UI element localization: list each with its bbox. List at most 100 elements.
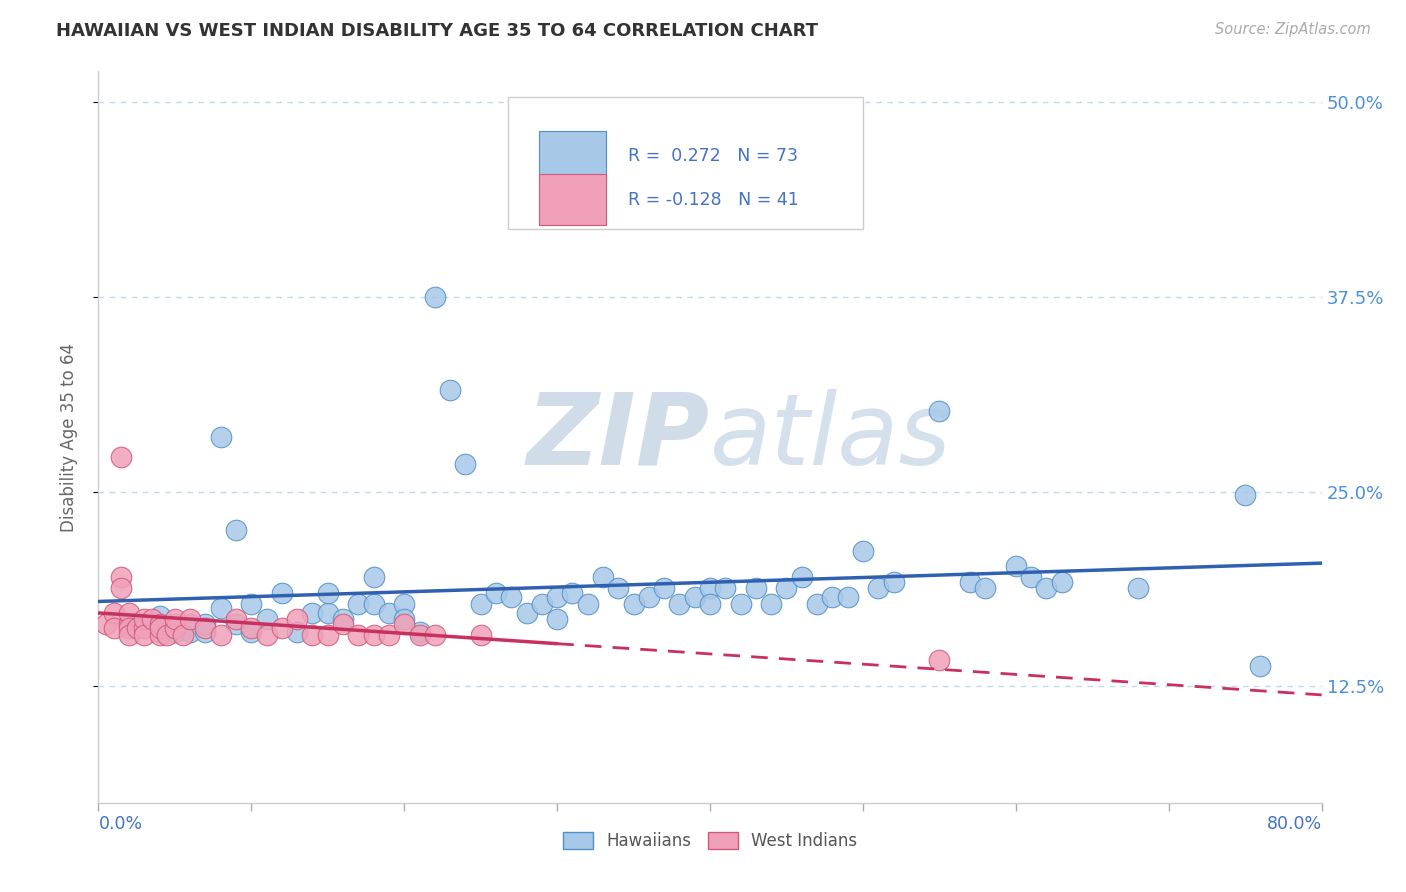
Point bbox=[118, 628, 141, 642]
Point bbox=[163, 612, 186, 626]
Point bbox=[730, 597, 752, 611]
Y-axis label: Disability Age 35 to 64: Disability Age 35 to 64 bbox=[59, 343, 77, 532]
Point bbox=[852, 543, 875, 558]
Point bbox=[1249, 658, 1271, 673]
Point bbox=[134, 612, 156, 626]
Point bbox=[225, 524, 247, 538]
Point bbox=[501, 591, 523, 605]
Point bbox=[194, 624, 217, 639]
Point bbox=[240, 624, 263, 639]
Point bbox=[172, 628, 194, 642]
Point bbox=[470, 597, 492, 611]
Point bbox=[149, 616, 172, 631]
Point bbox=[928, 403, 950, 417]
Point bbox=[103, 622, 125, 636]
Point bbox=[240, 597, 263, 611]
Point bbox=[408, 624, 430, 639]
Point bbox=[94, 616, 117, 631]
Point bbox=[156, 628, 179, 642]
Point bbox=[699, 581, 721, 595]
Point bbox=[423, 290, 446, 304]
FancyBboxPatch shape bbox=[538, 130, 606, 182]
Point bbox=[149, 624, 172, 639]
Point bbox=[285, 624, 308, 639]
Point bbox=[209, 430, 232, 444]
Point bbox=[316, 606, 339, 620]
Point bbox=[118, 622, 141, 636]
Point bbox=[125, 622, 148, 636]
Legend: Hawaiians, West Indians: Hawaiians, West Indians bbox=[557, 825, 863, 856]
Point bbox=[110, 581, 132, 595]
Point bbox=[149, 622, 172, 636]
Point bbox=[759, 597, 782, 611]
Point bbox=[240, 622, 263, 636]
Point bbox=[163, 622, 186, 636]
Point bbox=[699, 597, 721, 611]
Point bbox=[179, 616, 201, 631]
Point bbox=[868, 581, 890, 595]
Point bbox=[225, 616, 247, 631]
Text: R = -0.128   N = 41: R = -0.128 N = 41 bbox=[628, 191, 799, 209]
Text: Source: ZipAtlas.com: Source: ZipAtlas.com bbox=[1215, 22, 1371, 37]
Point bbox=[225, 612, 247, 626]
Point bbox=[652, 581, 675, 595]
Point bbox=[363, 570, 385, 584]
Point bbox=[134, 628, 156, 642]
Point bbox=[118, 606, 141, 620]
Point bbox=[301, 606, 323, 620]
Point bbox=[607, 581, 630, 595]
Point bbox=[837, 591, 859, 605]
Point bbox=[316, 628, 339, 642]
Text: HAWAIIAN VS WEST INDIAN DISABILITY AGE 35 TO 64 CORRELATION CHART: HAWAIIAN VS WEST INDIAN DISABILITY AGE 3… bbox=[56, 22, 818, 40]
Point bbox=[1050, 574, 1073, 589]
Point bbox=[683, 591, 706, 605]
Point bbox=[134, 616, 156, 631]
Point bbox=[561, 585, 583, 599]
Point bbox=[149, 609, 172, 624]
Point bbox=[118, 616, 141, 631]
Point bbox=[347, 628, 370, 642]
Point bbox=[546, 612, 568, 626]
Point bbox=[439, 384, 461, 398]
Point bbox=[332, 616, 354, 631]
Point bbox=[163, 616, 186, 631]
Point bbox=[775, 581, 797, 595]
Point bbox=[959, 574, 981, 589]
Point bbox=[363, 597, 385, 611]
Point bbox=[790, 570, 813, 584]
Point bbox=[270, 585, 292, 599]
Point bbox=[392, 616, 416, 631]
Text: atlas: atlas bbox=[710, 389, 952, 485]
Point bbox=[516, 606, 538, 620]
Point bbox=[256, 628, 278, 642]
Point bbox=[285, 612, 308, 626]
Point bbox=[423, 628, 446, 642]
Point bbox=[485, 585, 508, 599]
Point bbox=[408, 628, 430, 642]
Point bbox=[974, 581, 997, 595]
Point bbox=[209, 601, 232, 615]
Point bbox=[714, 581, 737, 595]
Point bbox=[806, 597, 828, 611]
Point bbox=[592, 570, 614, 584]
Point bbox=[392, 597, 416, 611]
Point bbox=[179, 624, 201, 639]
Text: 0.0%: 0.0% bbox=[98, 815, 142, 833]
Point bbox=[668, 597, 690, 611]
FancyBboxPatch shape bbox=[508, 97, 863, 228]
Point bbox=[103, 606, 125, 620]
Point bbox=[347, 597, 370, 611]
Text: R =  0.272   N = 73: R = 0.272 N = 73 bbox=[628, 147, 799, 165]
Point bbox=[316, 585, 339, 599]
Point bbox=[134, 622, 156, 636]
Point bbox=[883, 574, 905, 589]
Point bbox=[118, 616, 141, 631]
Point bbox=[623, 597, 645, 611]
Point bbox=[1019, 570, 1042, 584]
Point bbox=[332, 612, 354, 626]
FancyBboxPatch shape bbox=[538, 174, 606, 226]
Point bbox=[194, 622, 217, 636]
Point bbox=[110, 450, 132, 465]
Point bbox=[821, 591, 844, 605]
Text: ZIP: ZIP bbox=[527, 389, 710, 485]
